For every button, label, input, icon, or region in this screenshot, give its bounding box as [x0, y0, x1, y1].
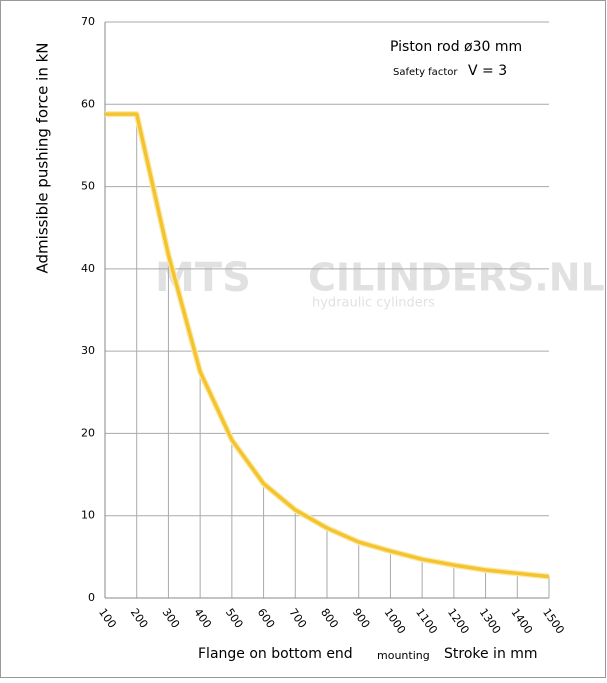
y-tick-label: 0 [88, 591, 95, 604]
y-tick-label: 20 [81, 426, 95, 439]
y-tick-label: 50 [81, 180, 95, 193]
x-axis-label-small: mounting [377, 649, 430, 662]
y-axis-label: Admissible pushing force in kN [34, 43, 52, 274]
series-line [105, 112, 550, 579]
x-axis-label-right: Stroke in mm [444, 646, 538, 662]
subtitle-label: Safety factor [393, 67, 458, 78]
chart-title: Piston rod ø30 mm [390, 39, 522, 55]
y-tick-label: 40 [81, 262, 95, 275]
subtitle-value: V = 3 [468, 63, 507, 79]
y-tick-label: 30 [81, 344, 95, 357]
x-axis-label: Flange on bottom end [198, 646, 353, 662]
watermark-text: hydraulic cylinders [312, 296, 435, 311]
y-tick-label: 70 [81, 15, 95, 28]
watermark-text: CILINDERS.NL [308, 256, 605, 300]
y-tick-label: 60 [81, 97, 95, 110]
y-tick-label: 10 [81, 509, 95, 522]
